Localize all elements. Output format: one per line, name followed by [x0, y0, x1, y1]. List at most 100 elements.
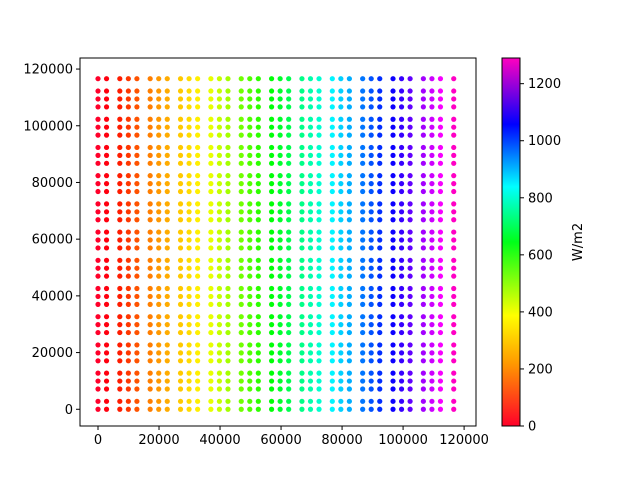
data-point [346, 273, 352, 279]
data-point [134, 273, 140, 279]
data-point [268, 358, 275, 364]
data-point [156, 237, 162, 243]
data-point [208, 209, 214, 215]
data-point [225, 173, 231, 179]
data-point [329, 350, 335, 356]
data-point [247, 217, 253, 223]
data-point [398, 237, 405, 243]
data-point [437, 181, 444, 187]
data-point [177, 116, 184, 122]
data-point [390, 322, 396, 328]
data-point [195, 378, 201, 384]
data-point [437, 124, 444, 130]
data-point [398, 173, 405, 179]
data-point [368, 301, 374, 307]
data-point [117, 104, 123, 110]
data-point [277, 160, 283, 166]
data-point [377, 386, 383, 392]
data-point [368, 398, 374, 404]
data-point [407, 406, 413, 412]
data-point [329, 285, 335, 292]
data-point [360, 104, 366, 110]
data-point [156, 342, 162, 348]
data-point [360, 132, 366, 138]
data-point [407, 201, 413, 207]
data-point [147, 116, 153, 122]
data-point [95, 329, 101, 336]
data-point [420, 152, 426, 158]
data-point [360, 188, 366, 195]
data-point [316, 160, 322, 166]
data-point [103, 398, 110, 404]
data-point [368, 386, 374, 392]
data-point [286, 237, 292, 243]
data-point [398, 301, 405, 307]
data-point [164, 229, 170, 235]
data-point [316, 144, 322, 151]
data-point [346, 358, 352, 364]
data-point [429, 398, 435, 404]
data-point [134, 152, 140, 158]
data-point [225, 229, 231, 235]
data-point [451, 358, 457, 364]
data-point [238, 329, 244, 336]
data-point [398, 386, 405, 392]
data-point [299, 88, 305, 94]
data-point [268, 144, 275, 151]
colorbar-tick-label: 200 [528, 362, 553, 377]
data-point [329, 217, 335, 223]
data-point [268, 217, 275, 223]
data-point [277, 124, 283, 130]
data-point [177, 273, 184, 279]
data-point [420, 378, 426, 384]
data-point [451, 173, 457, 179]
data-point [225, 144, 231, 151]
data-point [156, 181, 162, 187]
data-point [147, 314, 153, 320]
data-point [147, 96, 153, 102]
data-point [377, 188, 383, 195]
data-point [316, 342, 322, 348]
data-point [95, 293, 101, 300]
data-point [377, 350, 383, 356]
data-point [437, 144, 444, 151]
data-point [186, 350, 192, 356]
data-point [103, 124, 110, 130]
data-point [117, 257, 123, 263]
data-point [398, 124, 405, 130]
data-point [125, 314, 131, 320]
data-point [195, 209, 201, 215]
data-point [360, 329, 366, 336]
data-point [147, 188, 153, 195]
data-point [437, 293, 444, 300]
data-point [134, 144, 140, 151]
data-point [208, 217, 214, 223]
data-point [338, 386, 344, 392]
data-point [299, 350, 305, 356]
data-point [429, 217, 435, 223]
data-point [390, 88, 396, 94]
data-point [195, 188, 201, 195]
data-point [186, 132, 192, 138]
data-point [117, 265, 123, 271]
data-point [255, 245, 261, 251]
data-point [390, 257, 396, 263]
data-point [208, 173, 214, 179]
data-point [437, 358, 444, 364]
data-point [216, 386, 223, 392]
data-point [390, 116, 396, 122]
data-point [208, 160, 214, 166]
data-point [177, 209, 184, 215]
data-point [268, 273, 275, 279]
data-point [156, 132, 162, 138]
data-point [307, 358, 314, 364]
data-point [164, 173, 170, 179]
data-point [164, 273, 170, 279]
data-point [390, 273, 396, 279]
data-point [125, 104, 131, 110]
data-point [451, 104, 457, 110]
data-point [225, 237, 231, 243]
data-point [329, 378, 335, 384]
data-point [299, 124, 305, 130]
data-point [286, 314, 292, 320]
